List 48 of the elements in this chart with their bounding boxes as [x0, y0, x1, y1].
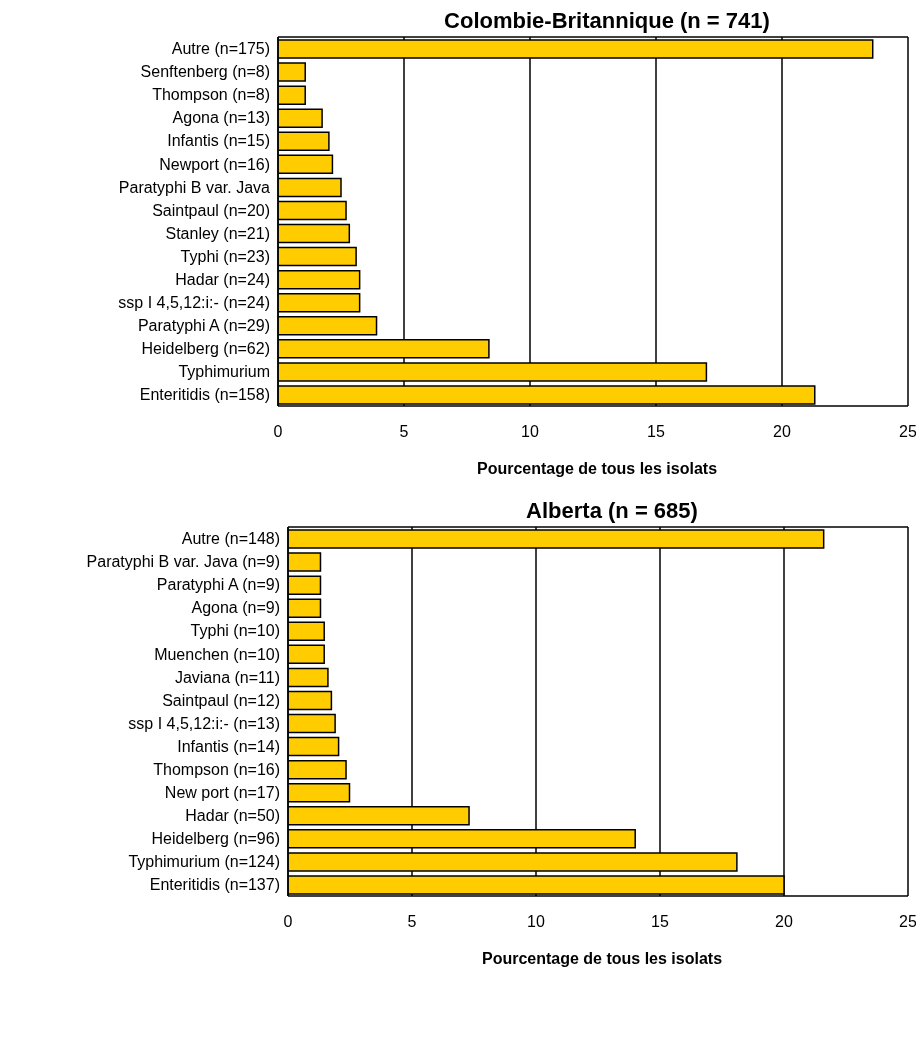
chart-title: Colombie-Britannique (n = 741) — [443, 8, 771, 35]
y-tick-label: Typhimurium (n=124) — [128, 853, 280, 871]
y-tick-label: Hadar (n=50) — [185, 806, 280, 824]
y-tick-label: New port (n=17) — [164, 783, 280, 801]
y-tick-label: Newport (n=16) — [159, 155, 270, 173]
x-tick-label: 20 — [773, 423, 791, 441]
x-tick-label: 25 — [899, 423, 917, 441]
y-tick-label: Paratyphi A (n=29) — [137, 316, 270, 334]
x-tick-label: 10 — [521, 423, 539, 441]
y-tick-label: ssp I 4,5,12:i:- (n=13) — [128, 714, 280, 732]
y-tick-label: Infantis (n=15) — [167, 132, 270, 150]
y-tick-label: Senftenberg (n=8) — [140, 63, 270, 81]
x-axis-title: Pourcentage de tous les isolats — [480, 950, 724, 968]
chart-title: Alberta (n = 685) — [525, 498, 699, 525]
x-tick-label: 15 — [647, 423, 665, 441]
y-tick-label: Heidelberg (n=62) — [141, 340, 270, 358]
y-tick-label: Hadar (n=24) — [175, 270, 270, 288]
y-tick-label: ssp I 4,5,12:i:- (n=24) — [118, 293, 270, 311]
y-tick-label: Typhimurium — [178, 363, 270, 381]
y-tick-label: Heidelberg (n=96) — [151, 830, 280, 848]
y-tick-label: Paratyphi A (n=9) — [156, 576, 280, 594]
y-tick-label: Thompson (n=16) — [153, 760, 280, 778]
y-tick-label: Paratyphi B var. Java (n=9) — [86, 553, 280, 571]
x-tick-label: 20 — [775, 913, 793, 931]
x-tick-label: 25 — [899, 913, 917, 931]
x-tick-label: 5 — [399, 423, 409, 441]
x-tick-label: 0 — [273, 423, 283, 441]
x-tick-label: 5 — [407, 913, 417, 931]
y-tick-label: Saintpaul (n=12) — [162, 691, 280, 709]
x-tick-label: 10 — [527, 913, 545, 931]
y-tick-label: Agona (n=9) — [191, 599, 280, 617]
y-tick-label: Typhi (n=10) — [190, 622, 280, 640]
y-tick-label: Thompson (n=8) — [152, 86, 270, 104]
y-tick-label: Autre (n=148) — [181, 530, 280, 548]
y-tick-label: Enteritidis (n=158) — [139, 386, 270, 404]
x-axis-title: Pourcentage de tous les isolats — [475, 460, 719, 478]
y-tick-label: Typhi (n=23) — [180, 247, 270, 265]
x-tick-label: 15 — [651, 913, 669, 931]
y-tick-label: Autre (n=175) — [171, 40, 270, 58]
y-tick-label: Enteritidis (n=137) — [149, 876, 280, 894]
y-tick-label: Paratyphi B var. Java — [118, 178, 271, 196]
x-tick-label: 0 — [283, 913, 293, 931]
y-tick-label: Infantis (n=14) — [177, 737, 280, 755]
y-tick-label: Agona (n=13) — [172, 109, 270, 127]
y-tick-label: Javiana (n=11) — [174, 668, 280, 686]
y-tick-label: Saintpaul (n=20) — [152, 201, 270, 219]
y-tick-label: Stanley (n=21) — [165, 224, 270, 242]
y-tick-label: Muenchen (n=10) — [154, 645, 280, 663]
